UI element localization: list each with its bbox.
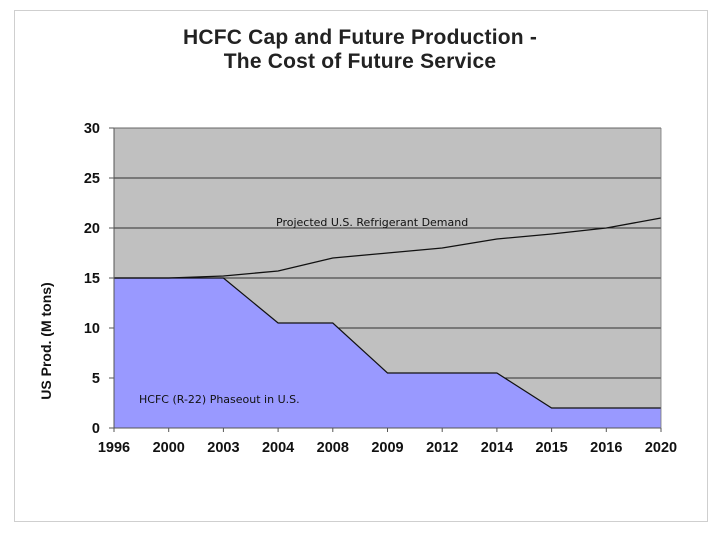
x-tick-label: 2008 bbox=[317, 440, 349, 456]
phaseout-area-edge bbox=[114, 277, 661, 409]
demand-line bbox=[114, 217, 662, 279]
y-tick-label: 30 bbox=[84, 121, 100, 137]
phaseout-area bbox=[114, 278, 661, 428]
y-tick-label: 25 bbox=[84, 171, 100, 187]
chart-title: HCFC Cap and Future Production - bbox=[182, 26, 538, 49]
chart-subtitle: The Cost of Future Service bbox=[223, 50, 497, 73]
y-tick-label: 20 bbox=[84, 221, 100, 237]
x-tick-label: 2015 bbox=[535, 440, 567, 456]
x-tick-label: 2009 bbox=[371, 440, 403, 456]
x-tick-label: 2014 bbox=[481, 440, 513, 456]
y-axis-label: US Prod. (M tons) bbox=[38, 282, 54, 399]
x-tick-label: 2020 bbox=[645, 440, 677, 456]
y-tick-label: 15 bbox=[84, 271, 100, 287]
x-tick-label: 1996 bbox=[98, 440, 130, 456]
y-tick-label: 10 bbox=[84, 321, 100, 337]
x-tick-label: 2012 bbox=[426, 440, 458, 456]
x-tick-label: 2004 bbox=[262, 440, 294, 456]
annotation-phaseout: HCFC (R-22) Phaseout in U.S. bbox=[139, 393, 300, 406]
x-tick-label: 2003 bbox=[207, 440, 239, 456]
x-tick-label: 2000 bbox=[153, 440, 185, 456]
annotation-demand: Projected U.S. Refrigerant Demand bbox=[276, 216, 468, 229]
y-tick-label: 0 bbox=[92, 421, 100, 437]
y-tick-label: 5 bbox=[92, 371, 100, 387]
x-tick-label: 2016 bbox=[590, 440, 622, 456]
